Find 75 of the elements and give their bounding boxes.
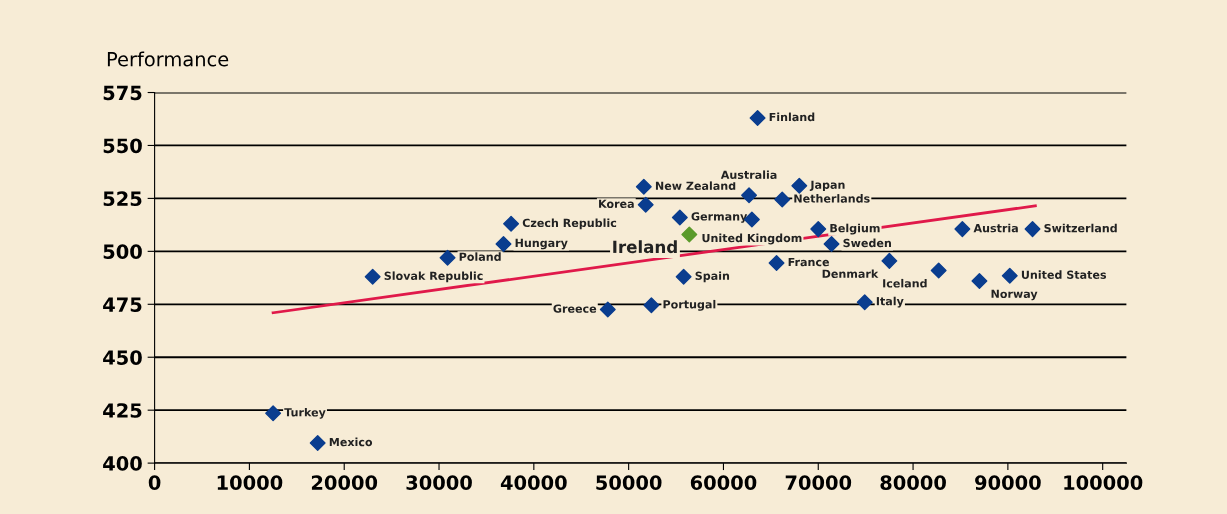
x-tick-label: 0: [148, 475, 161, 490]
point: [643, 297, 660, 314]
point: [768, 255, 785, 271]
annotation: Turkey: [284, 407, 326, 419]
annotation: Finland: [769, 112, 815, 122]
y-tick-label: 475: [103, 297, 142, 312]
point: [503, 215, 520, 232]
annotation: Greece: [553, 304, 597, 313]
y-tick-label: 425: [103, 403, 142, 418]
point: [495, 235, 512, 252]
point: [364, 268, 381, 285]
annotation: United States: [1021, 270, 1107, 279]
point: [749, 109, 766, 126]
annotation: Hungary: [515, 238, 568, 250]
point: [774, 191, 791, 208]
annotation: Korea: [599, 199, 634, 208]
point: [1001, 267, 1018, 284]
point: [309, 435, 326, 451]
x-tick-label: 20000: [311, 475, 378, 490]
point: [856, 294, 873, 311]
annotation: Poland: [459, 252, 501, 261]
point: [1024, 221, 1041, 238]
point: [681, 226, 698, 243]
y-tick-label: 450: [103, 350, 142, 365]
annotation: Iceland: [883, 278, 927, 288]
annotation: Spain: [695, 271, 730, 283]
y-tick-label: 525: [103, 191, 142, 207]
annotation: Switzerland: [1044, 223, 1117, 233]
annotation: Sweden: [843, 238, 891, 248]
point: [810, 221, 827, 238]
y-tick-label: 500: [103, 244, 142, 260]
annotation: Australia: [720, 170, 777, 180]
annotation: Slovak Republic: [384, 271, 483, 283]
annotation: Italy: [876, 296, 904, 308]
annotation: Mexico: [329, 437, 373, 447]
annotation: France: [788, 257, 830, 267]
point: [439, 249, 456, 266]
point: [954, 221, 971, 238]
annotation: Portugal: [663, 299, 716, 311]
point: [265, 405, 282, 422]
y-tick-label: 550: [103, 138, 142, 154]
point: [675, 268, 692, 285]
y-axis-title: Performance: [107, 51, 229, 67]
annotation: Ireland: [613, 240, 677, 254]
y-tick-label: 575: [103, 85, 142, 101]
point: [671, 209, 688, 226]
point: [791, 177, 808, 194]
annotation: Czech Republic: [522, 218, 617, 230]
x-tick-label: 40000: [500, 475, 567, 490]
x-tick-label: 70000: [785, 475, 852, 490]
annotation: Austria: [973, 223, 1018, 233]
annotation: New Zealand: [655, 181, 736, 190]
annotation: Germany: [691, 212, 748, 223]
annotation: Netherlands: [794, 194, 870, 203]
y-tick-label: 400: [103, 456, 142, 471]
x-tick-label: 80000: [880, 475, 946, 490]
x-tick-label: 90000: [975, 475, 1041, 490]
annotation: United Kingdom: [702, 233, 802, 245]
point: [881, 252, 898, 269]
x-tick-label: 10000: [217, 475, 283, 490]
annotation: Japan: [809, 180, 845, 192]
point: [823, 235, 840, 252]
x-tick-label: 30000: [406, 475, 472, 490]
point: [599, 301, 616, 318]
point: [741, 187, 758, 204]
annotation: Norway: [991, 289, 1038, 301]
annotation: Belgium: [830, 223, 880, 235]
point: [637, 196, 654, 213]
x-tick-label: 100000: [1064, 475, 1143, 490]
point: [930, 262, 947, 279]
x-tick-label: 60000: [690, 475, 757, 490]
x-tick-label: 50000: [596, 475, 662, 490]
annotation: Denmark: [822, 269, 879, 278]
point: [635, 178, 652, 195]
point: [971, 273, 988, 289]
